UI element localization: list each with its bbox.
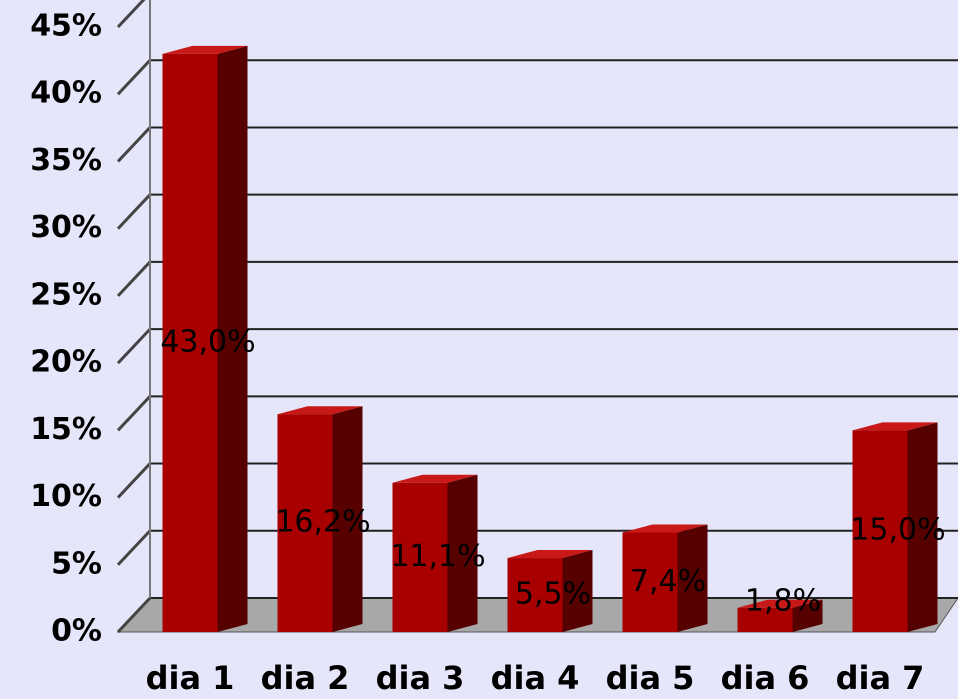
y-tick-label: 5% xyxy=(51,546,102,581)
wall-line xyxy=(116,193,152,230)
bar-side xyxy=(562,550,593,632)
x-tick-label: dia 4 xyxy=(491,659,580,697)
value-label: 7,4% xyxy=(630,564,706,599)
wall-line xyxy=(116,529,152,566)
value-label: 11,1% xyxy=(390,539,485,574)
bar-side xyxy=(907,422,938,632)
bar-top xyxy=(622,524,708,533)
y-tick-label: 0% xyxy=(51,614,102,649)
value-label: 15,0% xyxy=(850,513,945,548)
wall-line xyxy=(116,260,152,297)
bar xyxy=(737,607,793,632)
value-label: 5,5% xyxy=(515,577,591,612)
y-tick-label: 25% xyxy=(30,277,102,312)
x-tick-label: dia 1 xyxy=(146,659,235,697)
value-label: 43,0% xyxy=(160,324,255,359)
wall-line xyxy=(116,462,152,499)
y-tick-label: 15% xyxy=(30,412,102,447)
wall-line xyxy=(116,596,152,634)
bar xyxy=(162,53,218,632)
bar-side xyxy=(332,406,363,632)
x-tick-label: dia 6 xyxy=(721,659,810,697)
wall-line xyxy=(116,59,152,96)
value-label: 16,2% xyxy=(275,505,370,540)
x-tick-label: dia 2 xyxy=(261,659,350,697)
y-tick-label: 10% xyxy=(30,479,102,514)
wall-line xyxy=(116,126,152,163)
bar-top xyxy=(507,550,593,559)
bar-top xyxy=(852,422,938,431)
x-tick-label: dia 5 xyxy=(606,659,695,697)
value-label: 1,8% xyxy=(745,584,821,619)
y-tick-label: 35% xyxy=(30,143,102,178)
bar xyxy=(507,558,563,632)
y-tick-label: 30% xyxy=(30,210,102,245)
wall-line xyxy=(116,328,152,365)
x-tick-label: dia 7 xyxy=(836,659,925,697)
wall-line xyxy=(116,0,146,29)
y-tick-label: 40% xyxy=(30,76,102,111)
y-tick-label: 45% xyxy=(30,9,102,44)
bar xyxy=(852,430,908,632)
bar-side xyxy=(677,524,708,632)
bar-top xyxy=(392,474,478,483)
bar xyxy=(622,532,678,632)
bar-side xyxy=(447,474,478,632)
bar xyxy=(392,482,448,632)
y-tick-label: 20% xyxy=(30,345,102,380)
wall-line xyxy=(116,395,152,432)
bar-side xyxy=(792,599,823,632)
bar-side xyxy=(217,45,248,632)
x-tick-label: dia 3 xyxy=(376,659,465,697)
bar xyxy=(277,414,333,632)
bar-top xyxy=(277,406,363,415)
bar-top xyxy=(737,599,823,608)
bar-top xyxy=(162,45,248,54)
